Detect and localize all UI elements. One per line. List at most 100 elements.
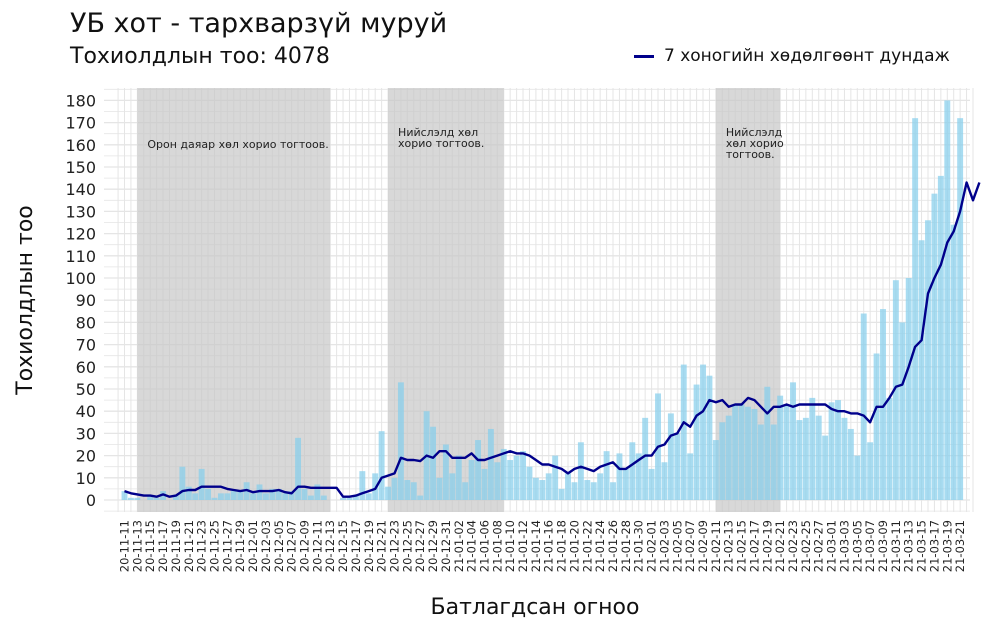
bar-22	[262, 493, 269, 500]
legend: 7 хоногийн хөдөлгөөнт дундаж	[634, 46, 950, 66]
bar-70	[571, 482, 578, 500]
bar-87	[680, 364, 687, 500]
y-tick-label: 120	[65, 225, 96, 244]
bar-63	[526, 466, 533, 500]
bar-82	[648, 468, 655, 500]
bar-12	[198, 468, 205, 500]
bar-71	[577, 442, 584, 500]
x-tick-label: 20-12-19	[362, 520, 376, 572]
x-tick-label: 21-02-07	[683, 520, 697, 572]
bar-123	[912, 118, 919, 500]
x-tick-label: 21-01-26	[606, 520, 620, 572]
bar-30	[314, 484, 321, 500]
bar-74	[597, 473, 604, 500]
bar-38	[365, 493, 372, 500]
bar-110	[828, 402, 835, 500]
bar-121	[899, 322, 906, 500]
x-axis-title: Батлагдсан огноо	[431, 595, 640, 620]
bar-51	[449, 473, 456, 500]
bar-49	[436, 477, 443, 500]
x-tick-label: 20-12-23	[387, 520, 401, 572]
bar-88	[687, 453, 694, 500]
bar-96	[738, 404, 745, 500]
bar-64	[532, 477, 539, 500]
bar-68	[558, 488, 565, 500]
x-tick-label: 20-12-17	[349, 520, 363, 572]
shaded-period-label-2: Нийслэлд хөл хорио тогтоов.	[398, 126, 484, 150]
bar-37	[359, 471, 366, 500]
bar-97	[745, 406, 751, 500]
bar-56	[481, 468, 488, 500]
bar-113	[847, 428, 854, 500]
x-tick-label: 21-02-11	[709, 520, 723, 572]
x-tick-label: 21-01-18	[555, 520, 569, 572]
bar-81	[642, 417, 649, 500]
x-tick-label: 21-02-25	[799, 520, 813, 572]
legend-line-swatch	[634, 54, 654, 58]
bar-130	[957, 118, 964, 500]
x-tick-label: 21-03-09	[876, 520, 890, 572]
x-tick-label: 21-02-03	[657, 520, 671, 572]
bar-85	[667, 413, 674, 500]
x-tick-label: 21-03-11	[889, 520, 903, 572]
bar-4	[147, 495, 154, 500]
x-tick-label: 21-01-30	[632, 520, 646, 572]
bar-98	[751, 408, 758, 500]
x-tick-label: 21-01-14	[529, 520, 543, 572]
y-tick-label: 160	[65, 136, 96, 155]
bar-61	[513, 455, 520, 500]
y-tick-label: 20	[76, 447, 96, 466]
bar-40	[378, 431, 385, 500]
bar-86	[674, 433, 681, 500]
x-tick-label: 20-11-11	[118, 520, 132, 572]
bar-127	[937, 175, 944, 500]
bar-50	[442, 444, 449, 500]
chart-title: УБ хот - тархварзүй муруй	[70, 8, 448, 39]
y-tick-label: 0	[86, 491, 96, 510]
bar-91	[706, 375, 713, 500]
x-tick-label: 20-12-03	[259, 520, 273, 572]
y-tick-label: 60	[76, 358, 96, 377]
x-tick-label: 21-01-12	[516, 520, 530, 572]
bar-95	[732, 404, 739, 500]
bar-54	[468, 460, 475, 500]
x-tick-label: 21-02-23	[786, 520, 800, 572]
bar-25	[282, 493, 289, 500]
bar-114	[854, 455, 861, 500]
bar-111	[835, 400, 841, 500]
bar-125	[925, 220, 931, 500]
y-tick-label: 10	[76, 469, 96, 488]
x-tick-label: 21-02-21	[773, 520, 787, 572]
x-tick-label: 20-11-15	[143, 520, 157, 572]
y-tick-label: 150	[65, 158, 96, 177]
x-tick-label: 21-02-13	[722, 520, 736, 572]
x-tick-label: 20-11-25	[207, 520, 221, 572]
x-tick-label: 21-01-20	[567, 520, 581, 572]
bar-65	[539, 480, 546, 500]
y-tick-label: 70	[76, 336, 96, 355]
bar-84	[661, 462, 668, 500]
bar-62	[520, 451, 526, 500]
x-tick-label: 20-11-21	[182, 520, 196, 572]
y-tick-label: 50	[76, 380, 96, 399]
bar-79	[629, 442, 636, 500]
bar-24	[275, 488, 282, 500]
y-tick-label: 140	[65, 180, 96, 199]
bar-108	[815, 415, 822, 500]
bar-9	[179, 466, 186, 500]
bar-128	[944, 100, 951, 501]
x-tick-label: 21-03-03	[837, 520, 851, 572]
bar-104	[790, 382, 796, 500]
bar-78	[622, 468, 629, 500]
bar-101	[770, 424, 777, 500]
y-tick-label: 90	[76, 291, 96, 310]
bar-93	[719, 422, 726, 500]
bar-80	[635, 453, 642, 500]
bar-109	[822, 435, 829, 500]
x-tick-label: 21-01-02	[452, 520, 466, 572]
bar-72	[584, 480, 591, 500]
x-tick-label: 20-11-19	[169, 520, 183, 572]
x-tick-label: 21-02-05	[670, 520, 684, 572]
x-tick-label: 21-02-17	[747, 520, 761, 572]
x-tick-label: 21-02-01	[645, 520, 659, 572]
